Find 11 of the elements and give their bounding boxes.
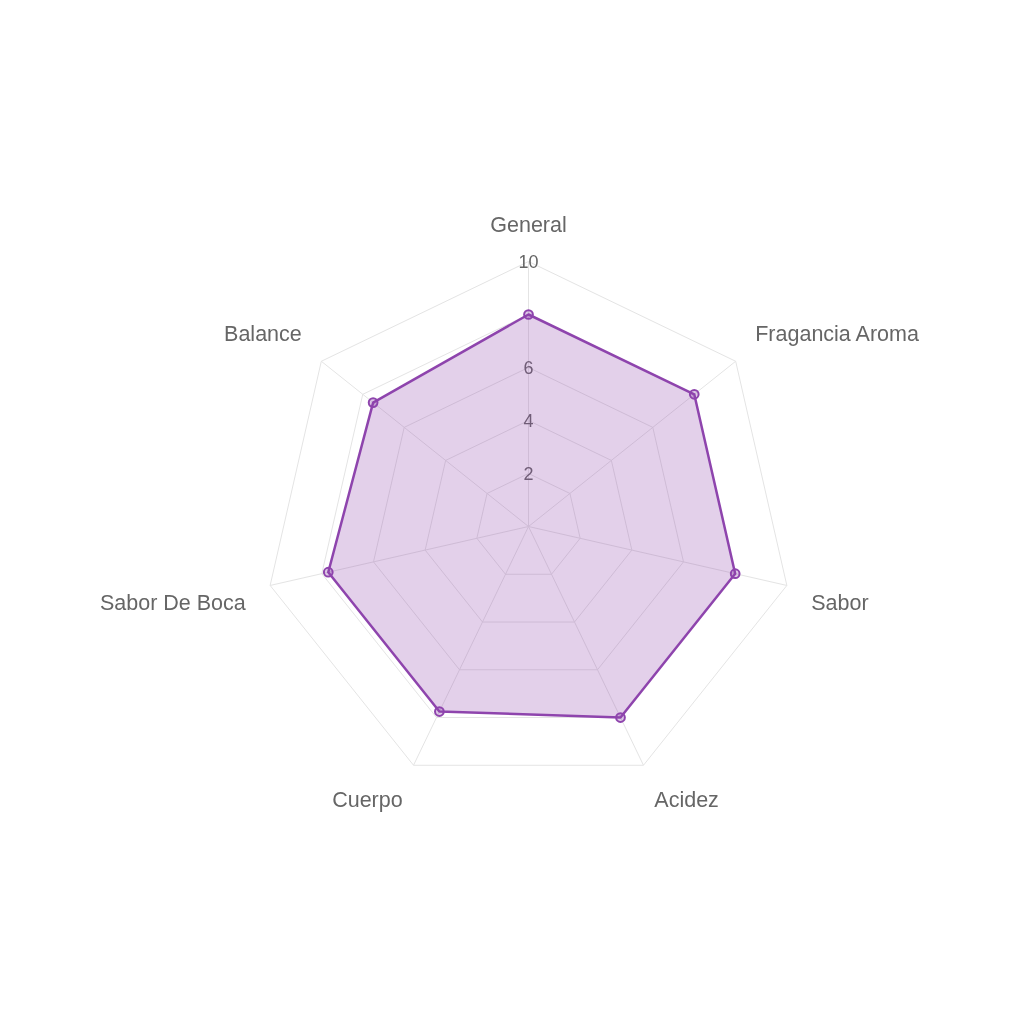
- spoke-label: Sabor: [811, 591, 869, 616]
- spoke-label: Balance: [224, 321, 302, 346]
- spoke-label: Acidez: [654, 787, 719, 812]
- y-tick-label: 6: [523, 357, 534, 378]
- spoke-label: Fragancia Aroma: [755, 321, 919, 346]
- spoke-label: Cuerpo: [332, 787, 403, 812]
- y-tick-label: 2: [523, 463, 534, 484]
- y-tick-label: 10: [518, 251, 539, 272]
- spoke-label: Sabor De Boca: [99, 591, 246, 616]
- spoke-label: General: [490, 212, 567, 237]
- y-tick-label: 4: [523, 410, 534, 431]
